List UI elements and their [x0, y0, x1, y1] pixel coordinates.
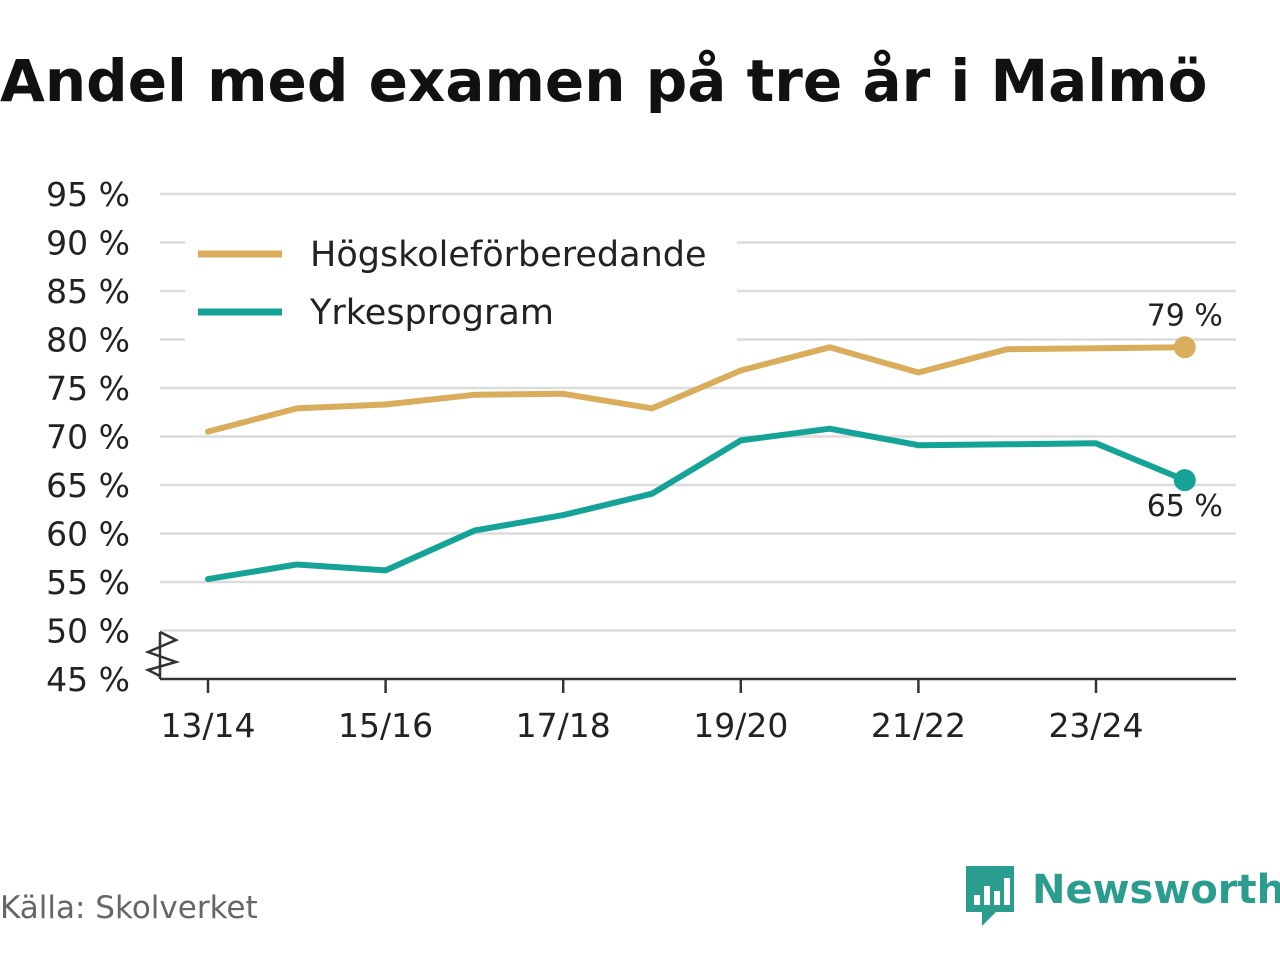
newsworthy-logo: Newsworthy: [966, 866, 1280, 926]
y-tick-label: 65 %: [46, 466, 130, 505]
y-tick-label: 60 %: [46, 515, 130, 554]
series-end-marker-1: [1173, 336, 1196, 359]
y-tick-label: 95 %: [46, 175, 130, 214]
legend-label-2: Yrkesprogram: [309, 293, 554, 333]
end-value-label-1: 79 %: [1147, 298, 1223, 333]
y-tick-label: 85 %: [46, 272, 130, 311]
y-tick-label: 90 %: [46, 224, 130, 263]
source-text: Källa: Skolverket: [0, 890, 258, 926]
x-tick-label: 15/16: [338, 706, 433, 745]
y-tick-label: 55 %: [46, 563, 130, 602]
legend-label-1: Högskoleförberedande: [310, 235, 707, 275]
x-tick-label: 21/22: [871, 706, 966, 745]
end-labels: 79 % 65 %: [1147, 298, 1223, 524]
y-tick-label: 80 %: [46, 321, 130, 360]
y-axis-break-icon: [144, 630, 181, 678]
y-tick-label: 50 %: [46, 612, 130, 651]
series-lines: [205, 336, 1196, 583]
y-axis-ticks: 95 % 90 % 85 % 80 % 75 % 70 % 65 % 60 % 55 % 50 %…: [46, 175, 130, 699]
legend-background: [185, 220, 737, 342]
x-tick-label: 17/18: [516, 706, 611, 745]
end-value-label-2: 65 %: [1147, 489, 1223, 524]
newsworthy-logo-icon: [966, 866, 1014, 926]
axes: [144, 630, 1236, 681]
series-line-2: [205, 425, 1188, 583]
y-tick-label: 75 %: [46, 369, 130, 408]
legend: Högskoleförberedande Yrkesprogram: [185, 220, 737, 342]
series-end-marker-2: [1173, 469, 1196, 492]
x-tick-label: 19/20: [693, 706, 788, 745]
y-tick-label: 45 %: [46, 660, 130, 699]
y-tick-label: 70 %: [46, 418, 130, 457]
newsworthy-brand-text: Newsworthy: [1032, 867, 1280, 913]
x-axis-ticks: 13/14 15/16 17/18 19/20 21/22 23/24: [160, 679, 1144, 745]
x-tick-label: 13/14: [160, 706, 255, 745]
series-line-1: [205, 344, 1188, 435]
x-tick-label: 23/24: [1048, 706, 1143, 745]
chart-title: Andel med examen på tre år i Malmö: [0, 47, 1207, 115]
